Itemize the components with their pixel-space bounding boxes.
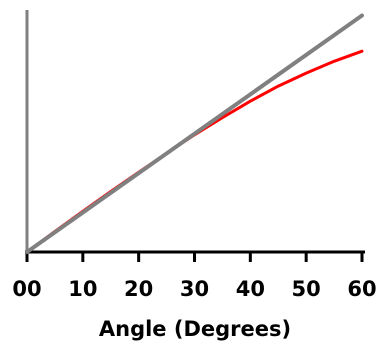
x-tick-label: 10 <box>68 277 97 301</box>
plot-area: 00 10 20 30 40 50 60 <box>12 10 377 301</box>
x-tick-label: 20 <box>124 277 153 301</box>
x-tick-label: 00 <box>12 277 41 301</box>
x-axis-label: Angle (Degrees) <box>99 317 291 341</box>
data-series-line-gray <box>25 13 364 254</box>
x-tick-label: 60 <box>347 277 376 301</box>
x-tick-label: 50 <box>292 277 321 301</box>
data-series-line-red <box>25 49 364 254</box>
x-tick-label: 40 <box>236 277 265 301</box>
x-tick-label: 30 <box>180 277 209 301</box>
